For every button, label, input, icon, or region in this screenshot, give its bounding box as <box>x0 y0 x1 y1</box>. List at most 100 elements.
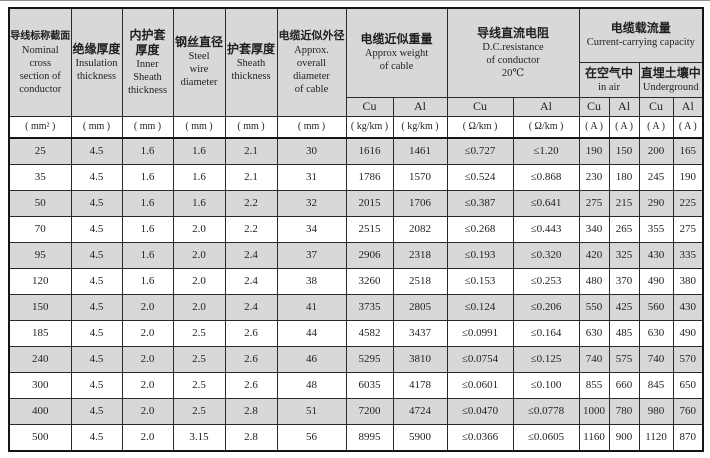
cell-resistance-cu: ≤0.124 <box>446 293 514 321</box>
cell-steel-wire-diameter: 1.6 <box>172 163 226 191</box>
unit-weight-al: ( kg/km ) <box>392 115 448 139</box>
unit-air-cu: ( A ) <box>578 115 610 139</box>
cell-underground-al: 225 <box>672 189 704 217</box>
cell-overall-diameter: 31 <box>276 163 347 191</box>
cell-sheath-thickness: 2.2 <box>224 215 278 243</box>
cell-in-air-cu: 855 <box>578 371 610 399</box>
table-body: 25 4.5 1.6 1.6 2.1 30 1616 1461 ≤0.727 ≤1.20 190 15… <box>8 137 704 451</box>
table-row: 25 4.5 1.6 1.6 2.1 30 1616 1461 ≤0.727 ≤1.20 190 15… <box>8 137 704 165</box>
table-row: 35 4.5 1.6 1.6 2.1 31 1786 1570 ≤0.524 ≤0.868 230 1… <box>8 163 704 191</box>
unit-sheath: ( mm ) <box>224 115 278 139</box>
cell-weight-al: 4724 <box>392 397 448 425</box>
cell-weight-al: 1706 <box>392 189 448 217</box>
cell-weight-cu: 4582 <box>345 319 394 347</box>
cell-resistance-al: ≤0.0778 <box>512 397 580 425</box>
cell-in-air-al: 150 <box>608 137 640 165</box>
cell-weight-al: 1570 <box>392 163 448 191</box>
header-diameter-zh: 电缆近似外径 <box>278 29 345 42</box>
header-row-units: ( mm² ) ( mm ) ( mm ) ( mm ) ( mm ) ( mm… <box>8 115 704 139</box>
header-row-main: 导线标称截面 Nominal cross section of conducto… <box>8 7 704 117</box>
header-weight-en: Approx weight of cable <box>364 48 429 73</box>
header-sheath-en: Sheath thickness <box>231 57 271 82</box>
cell-in-air-al: 215 <box>608 189 640 217</box>
unit-underground-al: ( A ) <box>672 115 704 139</box>
header-weight-group: 电缆近似重量 Approx weight of cable <box>345 7 448 98</box>
header-resistance-zh: 导线直流电阻 <box>477 25 550 40</box>
cell-overall-diameter: 51 <box>276 397 347 425</box>
table-header: 导线标称截面 Nominal cross section of conducto… <box>8 7 704 139</box>
cell-inner-sheath-thickness: 1.6 <box>121 189 174 217</box>
header-metal-resistance-cu: Cu <box>446 96 514 117</box>
cell-in-air-al: 660 <box>608 371 640 399</box>
cell-weight-al: 4178 <box>392 371 448 399</box>
cell-insulation-thickness: 4.5 <box>70 163 123 191</box>
cell-underground-cu: 430 <box>638 241 674 269</box>
header-overall-diameter: 电缆近似外径 Approx. overall diameter of cable <box>276 7 347 117</box>
top-hairline <box>0 0 710 1</box>
table-row: 185 4.5 2.0 2.5 2.6 44 4582 3437 ≤0.0991 ≤0.164 63… <box>8 319 704 347</box>
header-weight-zh: 电缆近似重量 <box>360 32 433 47</box>
cell-inner-sheath-thickness: 2.0 <box>121 423 174 451</box>
cell-in-air-al: 180 <box>608 163 640 191</box>
cell-weight-cu: 3260 <box>345 267 394 295</box>
cell-resistance-al: ≤0.164 <box>512 319 580 347</box>
cell-in-air-cu: 550 <box>578 293 610 321</box>
table-row: 70 4.5 1.6 2.0 2.2 34 2515 2082 ≤0.268 ≤0.443 340 2… <box>8 215 704 243</box>
cell-resistance-al: ≤0.206 <box>512 293 580 321</box>
cell-weight-al: 2318 <box>392 241 448 269</box>
header-metal-air-al: Al <box>608 96 640 117</box>
cell-overall-diameter: 30 <box>276 137 347 165</box>
cell-underground-cu: 290 <box>638 189 674 217</box>
unit-cross-section: ( mm² ) <box>8 115 72 139</box>
cell-sheath-thickness: 2.1 <box>224 137 278 165</box>
cell-in-air-cu: 480 <box>578 267 610 295</box>
cell-resistance-cu: ≤0.0754 <box>446 345 514 373</box>
header-insulation-en: Insulation thickness <box>75 57 118 82</box>
table-row: 50 4.5 1.6 1.6 2.2 32 2015 1706 ≤0.387 ≤0.641 275 2… <box>8 189 704 217</box>
cell-steel-wire-diameter: 2.0 <box>172 293 226 321</box>
cell-underground-cu: 560 <box>638 293 674 321</box>
header-underground-en: Underground <box>642 81 699 93</box>
cell-underground-cu: 200 <box>638 137 674 165</box>
header-resistance-group: 导线直流电阻 D.C.resistance of conductor 20℃ <box>446 7 580 98</box>
cell-weight-cu: 1786 <box>345 163 394 191</box>
cell-inner-sheath-thickness: 1.6 <box>121 241 174 269</box>
header-row-metals: Cu Al Cu Al Cu Al Cu Al <box>9 96 704 117</box>
cell-weight-al: 2082 <box>392 215 448 243</box>
cell-resistance-al: ≤0.0605 <box>512 423 580 451</box>
cell-insulation-thickness: 4.5 <box>70 371 123 399</box>
header-metal-air-cu: Cu <box>578 96 610 117</box>
header-steel-wire-diameter: 钢丝直径 Steel wire diameter <box>172 7 226 117</box>
cell-inner-sheath-thickness: 1.6 <box>121 137 174 165</box>
unit-weight-cu: ( kg/km ) <box>345 115 394 139</box>
cell-weight-cu: 5295 <box>345 345 394 373</box>
cell-resistance-al: ≤1.20 <box>512 137 580 165</box>
header-diameter-en: Approx. overall diameter of cable <box>293 44 330 95</box>
cell-sheath-thickness: 2.4 <box>224 267 278 295</box>
cell-resistance-cu: ≤0.268 <box>446 215 514 243</box>
cell-cross-section: 25 <box>8 137 72 165</box>
cell-resistance-cu: ≤0.0470 <box>446 397 514 425</box>
cell-steel-wire-diameter: 2.0 <box>172 241 226 269</box>
cell-resistance-cu: ≤0.0366 <box>446 423 514 451</box>
header-in-air-zh: 在空气中 <box>585 65 634 80</box>
cell-insulation-thickness: 4.5 <box>70 241 123 269</box>
cell-underground-cu: 630 <box>638 319 674 347</box>
header-in-air-en: in air <box>598 81 620 93</box>
header-metal-underground-al: Al <box>672 96 704 117</box>
cell-insulation-thickness: 4.5 <box>70 319 123 347</box>
unit-air-al: ( A ) <box>608 115 640 139</box>
cell-inner-sheath-thickness: 1.6 <box>121 163 174 191</box>
cell-insulation-thickness: 4.5 <box>70 189 123 217</box>
cell-in-air-cu: 275 <box>578 189 610 217</box>
cell-resistance-cu: ≤0.193 <box>446 241 514 269</box>
cell-in-air-cu: 630 <box>578 319 610 347</box>
cable-specification-table: 导线标称截面 Nominal cross section of conducto… <box>8 7 705 452</box>
cell-sheath-thickness: 2.8 <box>224 397 278 425</box>
cell-insulation-thickness: 4.5 <box>70 293 123 321</box>
cell-underground-al: 275 <box>672 215 704 243</box>
cell-in-air-cu: 1000 <box>578 397 610 425</box>
unit-resistance-cu: ( Ω/km ) <box>446 115 514 139</box>
header-underground-zh: 直埋土壤中 <box>640 65 701 80</box>
cell-cross-section: 150 <box>8 293 72 321</box>
